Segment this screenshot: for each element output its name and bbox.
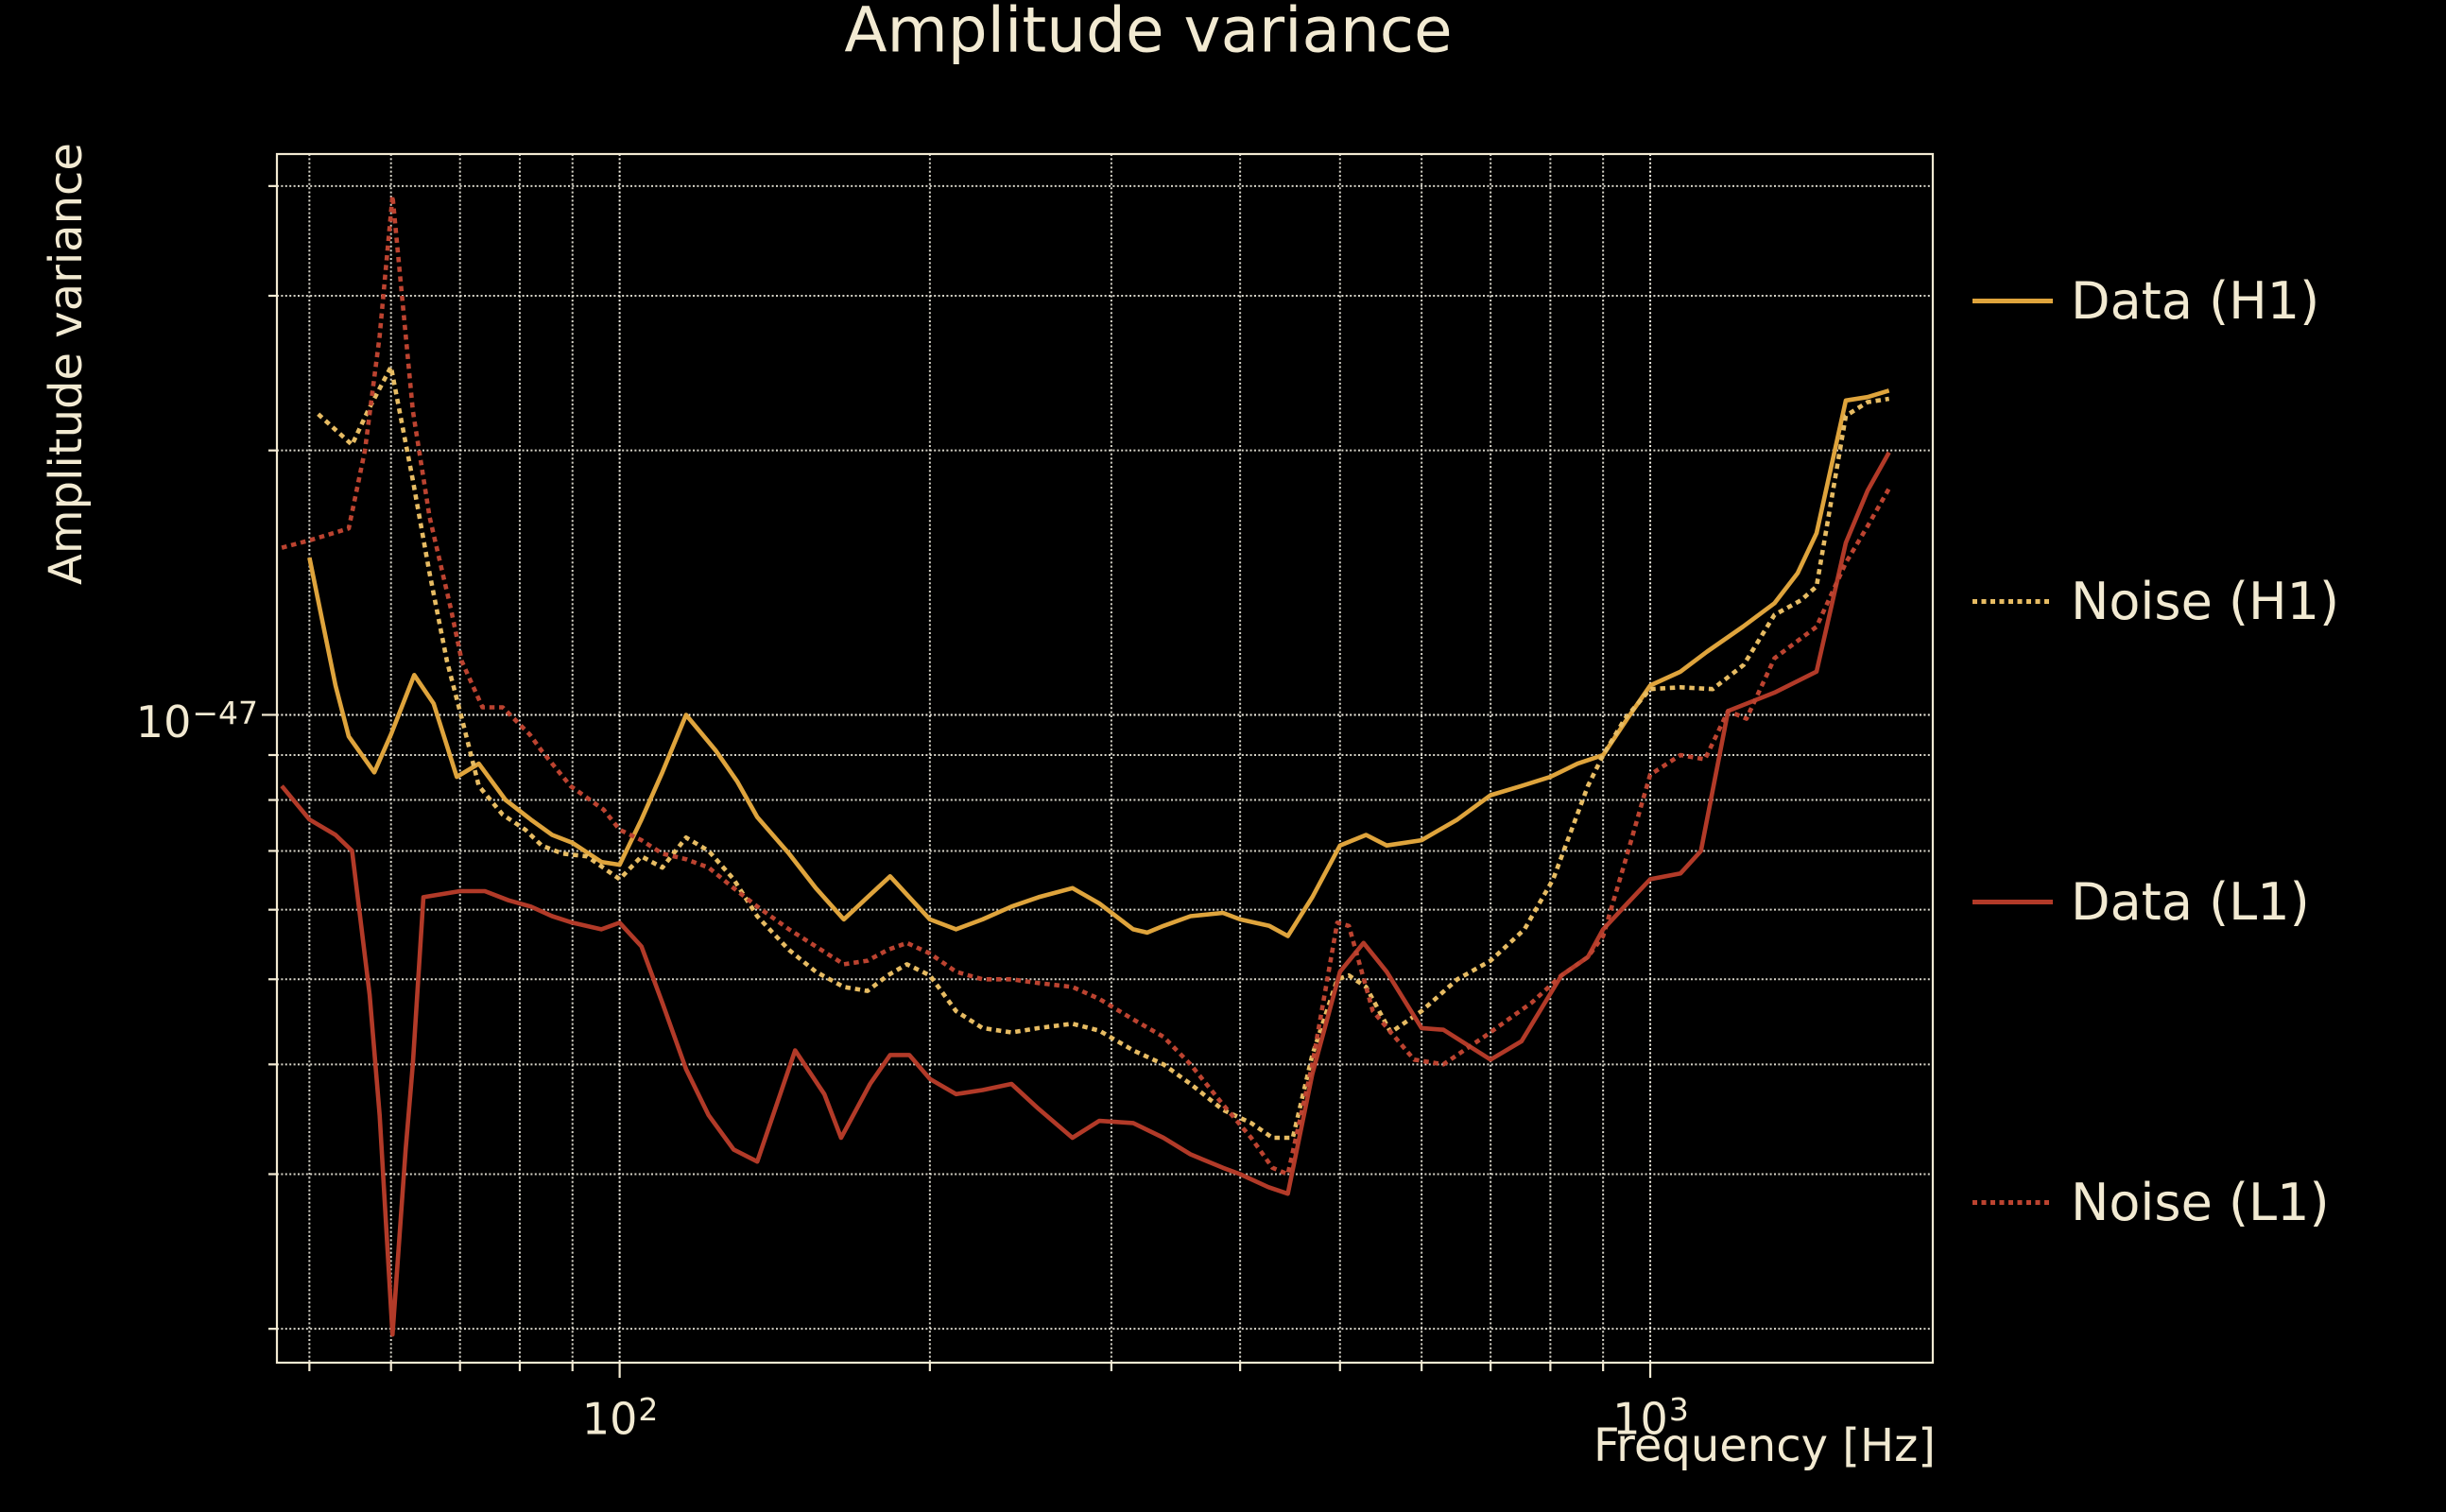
- chart-title: Amplitude variance: [844, 0, 1453, 67]
- series-line-noise-h1: [317, 364, 1890, 1141]
- gridlines: [277, 154, 1933, 1363]
- series-line-data-h1: [307, 388, 1890, 938]
- x-tick-label: 103: [1612, 1391, 1689, 1445]
- y-axis-label: Amplitude variance: [40, 143, 93, 585]
- series-line-data-l1: [280, 451, 1891, 1337]
- x-tick-label: 102: [581, 1391, 659, 1445]
- plot-frame: [275, 152, 1935, 1365]
- axis-tick-marks: [262, 184, 1652, 1378]
- data-series: [280, 193, 1891, 1337]
- axes-spines: [275, 152, 1935, 1365]
- y-tick-label: 10−47: [135, 695, 258, 748]
- x-axis-label: Frequency [Hz]: [1593, 1419, 1936, 1472]
